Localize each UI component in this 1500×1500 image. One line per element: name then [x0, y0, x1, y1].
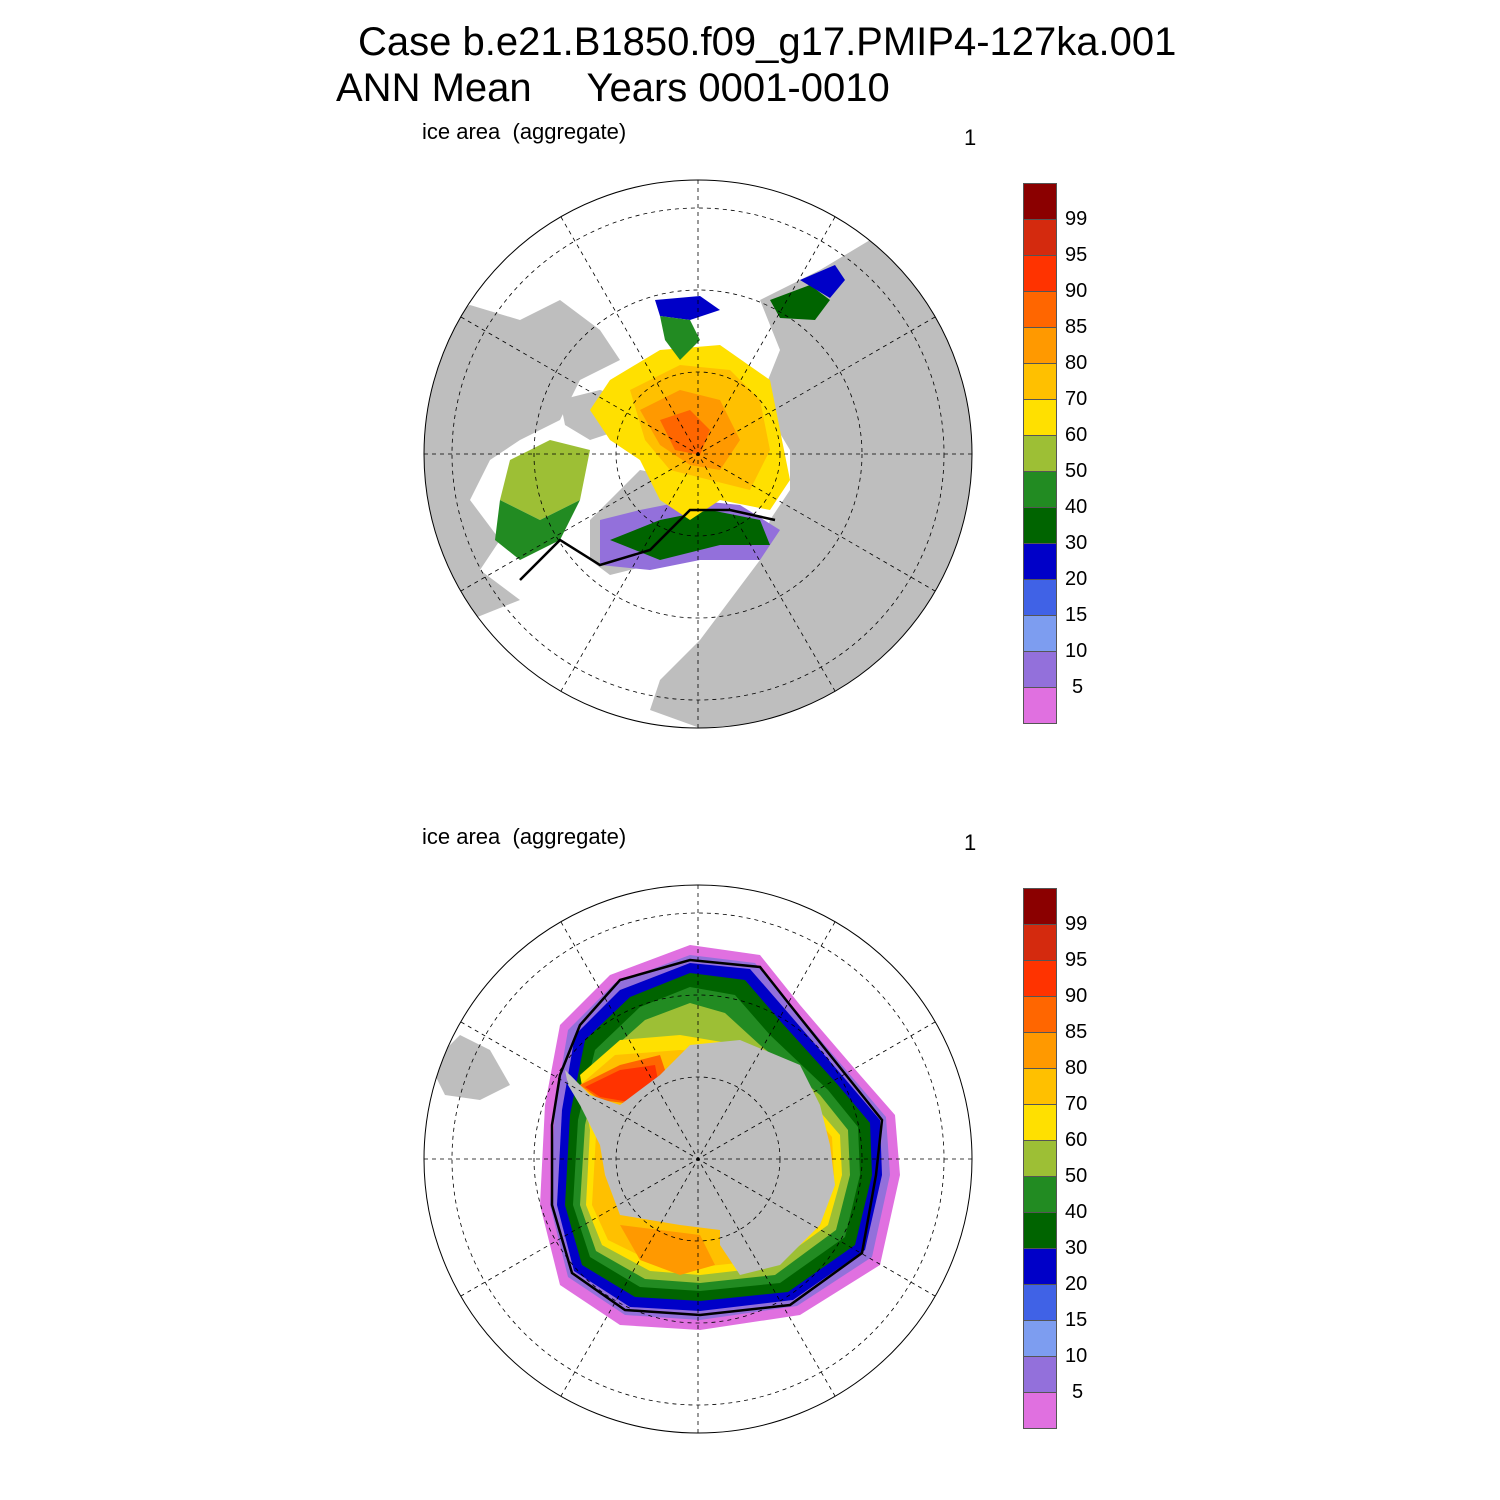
sea-ice-40-50 — [495, 500, 580, 560]
colorbar — [1023, 183, 1057, 724]
north-polar-map — [423, 179, 973, 729]
colorbar-tick-label: 5 — [1072, 1381, 1084, 1403]
colorbar-tick-label: 95 — [1065, 244, 1088, 266]
colorbar-tick-label: 95 — [1065, 949, 1088, 971]
colorbar-tick-label: 10 — [1065, 640, 1088, 662]
land-north-america — [424, 300, 620, 620]
colorbar-swatch — [1023, 1248, 1057, 1284]
colorbar-tick-label: 50 — [1065, 1165, 1088, 1187]
colorbar-tick-label: 20 — [1065, 1273, 1088, 1295]
panel-number-label: 1 — [964, 125, 977, 150]
colorbar-tick-label: 60 — [1065, 1129, 1088, 1151]
colorbar-tick-label: 15 — [1065, 1309, 1088, 1331]
colorbar-swatch — [1023, 1392, 1057, 1429]
colorbar-swatch — [1023, 1284, 1057, 1320]
colorbar-tick-label: 99 — [1065, 208, 1088, 230]
colorbar-swatch — [1023, 255, 1057, 291]
colorbar-tick-label: 85 — [1065, 1021, 1088, 1043]
land-antarctic-peninsula — [565, 1070, 590, 1105]
colorbar-tick-label: 60 — [1065, 424, 1088, 446]
colorbar-swatch — [1023, 1320, 1057, 1356]
colorbar-swatch — [1023, 363, 1057, 399]
colorbar-swatch — [1023, 687, 1057, 724]
colorbar-tick-label: 50 — [1065, 460, 1088, 482]
colorbar-tick-label: 10 — [1065, 1345, 1088, 1367]
colorbar-tick-label: 20 — [1065, 568, 1088, 590]
colorbar-swatch — [1023, 615, 1057, 651]
colorbar-tick-label: 70 — [1065, 388, 1088, 410]
colorbar-swatch — [1023, 1356, 1057, 1392]
sea-ice-okhotsk — [770, 285, 830, 320]
colorbar-swatch — [1023, 219, 1057, 255]
colorbar-swatch — [1023, 579, 1057, 615]
colorbar-swatch — [1023, 1068, 1057, 1104]
sea-ice-ross-orange — [620, 1225, 715, 1275]
sea-ice-85-90 — [660, 410, 710, 455]
sea-ice-30-40 — [610, 510, 770, 560]
colorbar-tick-label: 40 — [1065, 496, 1088, 518]
colorbar-tick-label: 80 — [1065, 352, 1088, 374]
colorbar-swatch — [1023, 507, 1057, 543]
land-antarctica — [570, 1040, 835, 1275]
colorbar-tick-label: 15 — [1065, 604, 1088, 626]
main-subtitle: ANN Mean Years 0001-0010 — [336, 66, 890, 110]
south-hemisphere-panel: ice area (aggregate) 1 — [0, 705, 1500, 1434]
colorbar-swatch — [1023, 399, 1057, 435]
colorbar-swatch — [1023, 291, 1057, 327]
colorbar-tick-label: 5 — [1072, 676, 1084, 698]
sea-ice-50-60 — [500, 440, 590, 520]
colorbar-tick-label: 30 — [1065, 1237, 1088, 1259]
colorbar-swatch — [1023, 924, 1057, 960]
colorbar-swatch — [1023, 183, 1057, 219]
panel-variable-label: ice area (aggregate) — [422, 119, 627, 144]
colorbar-swatch — [1023, 543, 1057, 579]
colorbar — [1023, 888, 1057, 1429]
ice-edge-line — [550, 958, 884, 1317]
panel-variable-label: ice area (aggregate) — [422, 824, 627, 849]
colorbar-tick-label: 40 — [1065, 1201, 1088, 1223]
colorbar-swatch — [1023, 1212, 1057, 1248]
main-title: Case b.e21.B1850.f09_g17.PMIP4-127ka.001 — [358, 20, 1177, 64]
colorbar-tick-label: 70 — [1065, 1093, 1088, 1115]
colorbar-tick-label: 80 — [1065, 1057, 1088, 1079]
sea-ice-okhotsk-blue — [800, 265, 845, 298]
colorbar-swatch — [1023, 471, 1057, 507]
colorbar-swatch — [1023, 435, 1057, 471]
colorbar-tick-label: 99 — [1065, 913, 1088, 935]
colorbar-swatch — [1023, 651, 1057, 687]
colorbar-swatch — [1023, 1104, 1057, 1140]
colorbar-swatch — [1023, 1176, 1057, 1212]
colorbar-tick-label: 30 — [1065, 532, 1088, 554]
colorbar-tick-label: 90 — [1065, 280, 1088, 302]
colorbar-tick-label: 85 — [1065, 316, 1088, 338]
colorbar-swatch — [1023, 888, 1057, 924]
colorbar-swatch — [1023, 327, 1057, 363]
colorbar-tick-label: 90 — [1065, 985, 1088, 1007]
colorbar-swatch — [1023, 996, 1057, 1032]
colorbar-swatch — [1023, 1140, 1057, 1176]
colorbar-swatch — [1023, 1032, 1057, 1068]
sea-ice-pacific — [655, 296, 720, 320]
south-polar-map — [423, 884, 973, 1434]
panel-number-label: 1 — [964, 830, 977, 855]
north-hemisphere-panel: ice area (aggregate) 1 — [0, 0, 1500, 729]
sea-ice-pacific-green — [660, 316, 700, 360]
colorbar-swatch — [1023, 960, 1057, 996]
